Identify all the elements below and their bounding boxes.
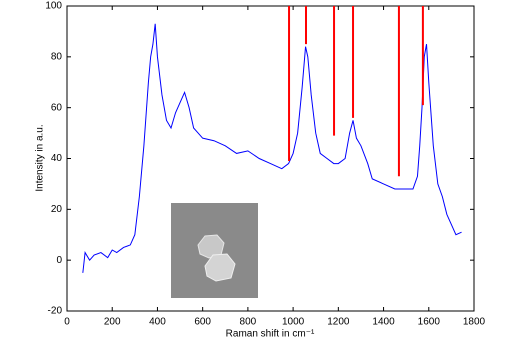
x-tick-label: 1200 [327, 317, 350, 328]
x-tick-label: 600 [194, 317, 211, 328]
x-tick-label: 200 [104, 317, 121, 328]
plot-area [66, 5, 475, 312]
y-tick-label: -20 [48, 306, 63, 317]
particle [197, 234, 225, 259]
y-tick-label: 40 [51, 153, 63, 164]
x-tick-label: 1400 [372, 317, 395, 328]
y-tick-label: 100 [45, 1, 62, 12]
particle [204, 253, 236, 282]
inset-image [171, 203, 258, 298]
y-tick-label: 0 [56, 255, 62, 266]
x-tick-label: 800 [240, 317, 257, 328]
spectrum-line [82, 23, 462, 273]
x-tick-label: 1800 [463, 317, 486, 328]
y-tick-label: 20 [51, 204, 63, 215]
x-tick-label: 1000 [282, 317, 305, 328]
y-tick-label: 60 [51, 102, 63, 113]
x-tick-label: 0 [64, 317, 70, 328]
y-tick-label: 80 [51, 51, 63, 62]
x-tick-label: 400 [149, 317, 166, 328]
x-tick-label: 1600 [418, 317, 441, 328]
y-axis-label: Intensity in a.u. [35, 124, 46, 191]
x-axis-label: Raman shift in cm⁻¹ [226, 329, 315, 340]
